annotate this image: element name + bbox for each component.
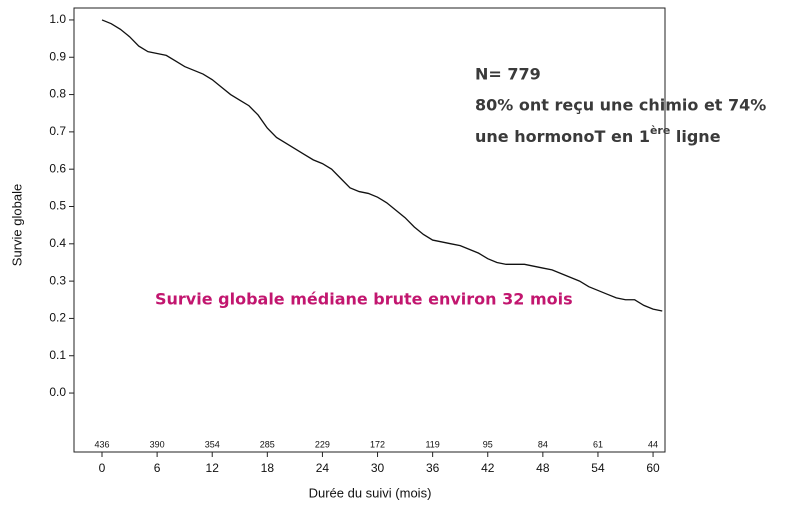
x-axis-label: Durée du suivi (mois) <box>309 485 432 500</box>
median-annotation: Survie globale médiane brute environ 32 … <box>155 290 573 309</box>
y-tick-label: 0.9 <box>49 49 66 63</box>
x-tick-label: 24 <box>316 461 330 475</box>
at-risk-label: 285 <box>260 439 275 449</box>
x-tick-label: 42 <box>481 461 495 475</box>
annotation-part: une hormonoT en 1 <box>475 127 650 146</box>
x-tick-label: 60 <box>646 461 660 475</box>
annotation-superscript: ère <box>650 124 670 137</box>
at-risk-label: 119 <box>425 439 439 449</box>
x-tick-label: 48 <box>536 461 550 475</box>
at-risk-label: 61 <box>593 439 603 449</box>
annotation: une hormonoT en 1ère ligne <box>475 124 721 146</box>
at-risk-label: 390 <box>150 439 165 449</box>
y-tick-label: 0.2 <box>49 311 66 325</box>
x-tick-label: 12 <box>206 461 220 475</box>
y-axis-label: Survie globale <box>9 184 24 266</box>
at-risk-label: 95 <box>483 439 493 449</box>
y-tick-label: 0.1 <box>49 348 66 362</box>
plot-frame <box>73 7 666 453</box>
at-risk-label: 172 <box>370 439 385 449</box>
x-tick-label: 54 <box>591 461 605 475</box>
x-tick-label: 18 <box>261 461 275 475</box>
annotation-part: ligne <box>670 127 720 146</box>
y-tick-label: 1.0 <box>49 12 66 26</box>
y-tick-label: 0.7 <box>49 124 66 138</box>
annotation: N= 779 <box>475 65 541 84</box>
y-tick-label: 0.4 <box>49 236 66 250</box>
x-tick-label: 30 <box>371 461 385 475</box>
at-risk-label: 229 <box>315 439 330 449</box>
y-tick-label: 0.8 <box>49 87 66 101</box>
x-tick-label: 6 <box>154 461 161 475</box>
y-tick-label: 0.5 <box>49 199 66 213</box>
annotation: 80% ont reçu une chimio et 74% <box>475 96 766 115</box>
y-tick-label: 0.0 <box>49 385 66 399</box>
at-risk-label: 84 <box>538 439 548 449</box>
survival-curve <box>101 19 663 312</box>
at-risk-label: 44 <box>648 439 658 449</box>
x-tick-label: 36 <box>426 461 440 475</box>
y-tick-label: 0.6 <box>49 161 66 175</box>
x-tick-label: 0 <box>99 461 106 475</box>
at-risk-label: 354 <box>205 439 220 449</box>
y-tick-label: 0.3 <box>49 273 66 287</box>
at-risk-label: 436 <box>94 439 109 449</box>
